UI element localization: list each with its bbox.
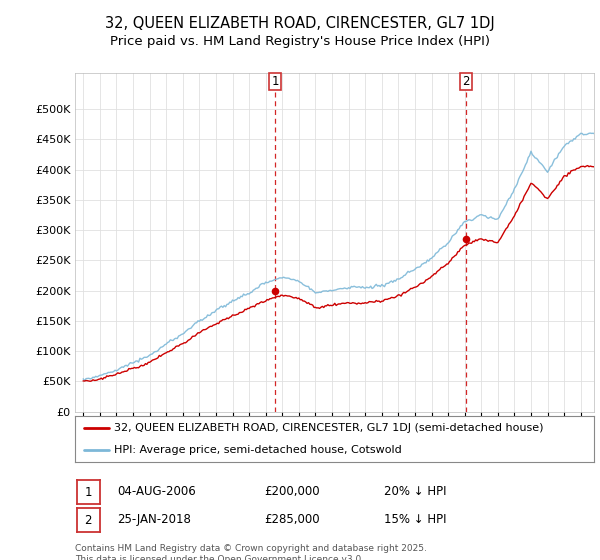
Text: 32, QUEEN ELIZABETH ROAD, CIRENCESTER, GL7 1DJ (semi-detached house): 32, QUEEN ELIZABETH ROAD, CIRENCESTER, G… — [114, 423, 544, 433]
Text: 25-JAN-2018: 25-JAN-2018 — [117, 513, 191, 526]
Text: Contains HM Land Registry data © Crown copyright and database right 2025.
This d: Contains HM Land Registry data © Crown c… — [75, 544, 427, 560]
Text: 04-AUG-2006: 04-AUG-2006 — [117, 485, 196, 498]
Text: 1: 1 — [272, 75, 279, 88]
Text: £200,000: £200,000 — [264, 485, 320, 498]
Text: £285,000: £285,000 — [264, 513, 320, 526]
Text: Price paid vs. HM Land Registry's House Price Index (HPI): Price paid vs. HM Land Registry's House … — [110, 35, 490, 48]
Text: 2: 2 — [462, 75, 470, 88]
Text: 1: 1 — [85, 486, 92, 499]
Text: 20% ↓ HPI: 20% ↓ HPI — [384, 485, 446, 498]
Text: HPI: Average price, semi-detached house, Cotswold: HPI: Average price, semi-detached house,… — [114, 445, 401, 455]
Text: 32, QUEEN ELIZABETH ROAD, CIRENCESTER, GL7 1DJ: 32, QUEEN ELIZABETH ROAD, CIRENCESTER, G… — [105, 16, 495, 31]
Text: 2: 2 — [85, 514, 92, 527]
Text: 15% ↓ HPI: 15% ↓ HPI — [384, 513, 446, 526]
